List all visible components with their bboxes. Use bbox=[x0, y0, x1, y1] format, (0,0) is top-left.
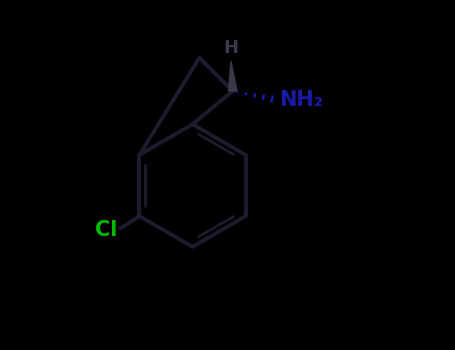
Text: Cl: Cl bbox=[95, 220, 117, 240]
Text: NH₂: NH₂ bbox=[279, 90, 323, 110]
Polygon shape bbox=[228, 61, 237, 91]
Text: H: H bbox=[223, 39, 238, 57]
